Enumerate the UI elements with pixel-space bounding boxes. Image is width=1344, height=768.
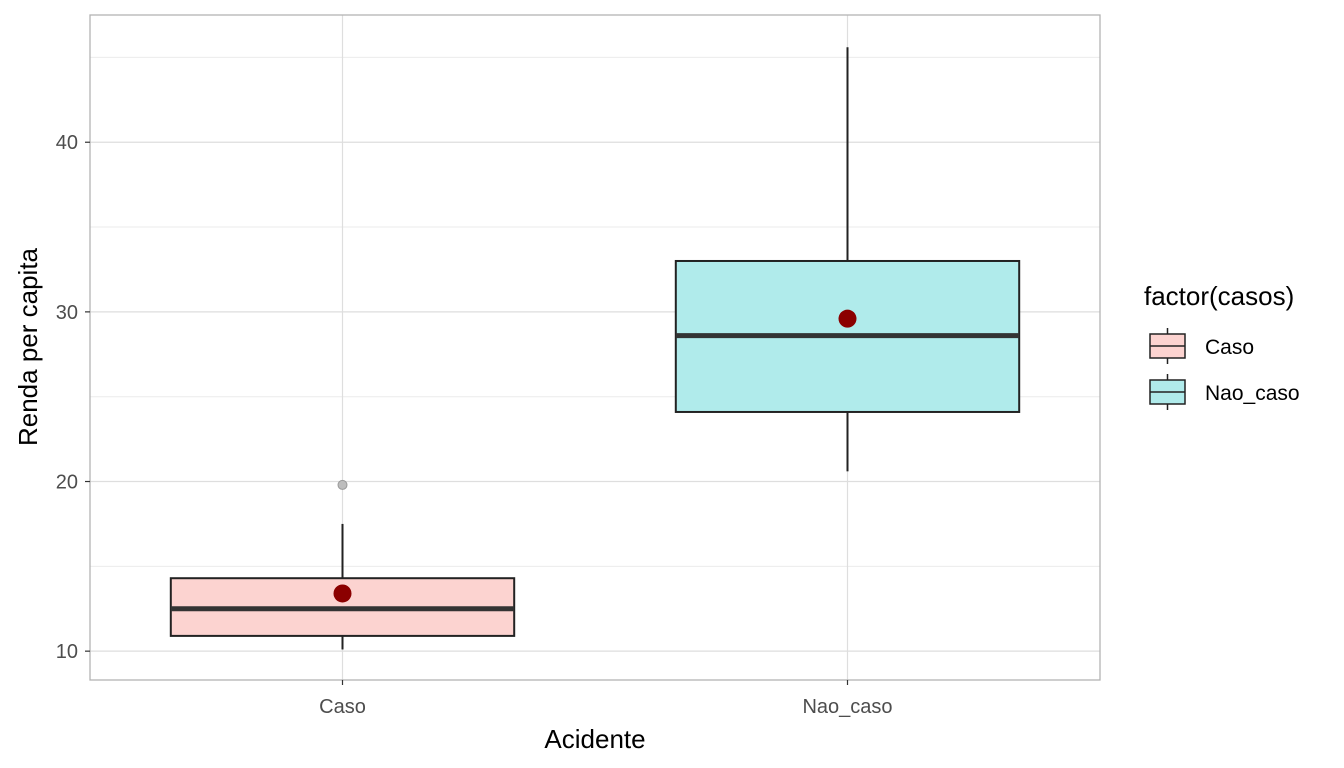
x-tick-label: Caso <box>319 696 366 718</box>
y-tick-labels: 10 20 30 40 <box>56 132 90 663</box>
x-tick-labels: Caso Nao_caso <box>319 680 893 718</box>
mean-point <box>838 309 857 328</box>
legend-label: Caso <box>1205 336 1254 359</box>
mean-point <box>333 584 352 603</box>
box-group <box>674 47 1021 472</box>
legend-label: Nao_caso <box>1205 382 1300 405</box>
y-axis-title: Renda per capita <box>13 247 43 446</box>
legend-key <box>1149 374 1186 410</box>
x-axis-title: Acidente <box>544 724 645 754</box>
y-tick-label: 20 <box>56 472 78 494</box>
boxes-layer <box>169 47 1021 650</box>
y-tick-label: 30 <box>56 302 78 324</box>
grid-lines <box>90 15 1100 680</box>
y-tick-label: 10 <box>56 641 78 663</box>
box-group <box>169 479 516 650</box>
outlier-point <box>337 479 348 490</box>
x-tick-label: Nao_caso <box>802 696 892 718</box>
legend-key <box>1149 328 1186 364</box>
y-tick-label: 40 <box>56 132 78 154</box>
legend-title: factor(casos) <box>1144 281 1294 311</box>
plot-panel-border <box>89 14 1101 681</box>
legend: factor(casos) Caso Nao_caso <box>1144 281 1300 410</box>
